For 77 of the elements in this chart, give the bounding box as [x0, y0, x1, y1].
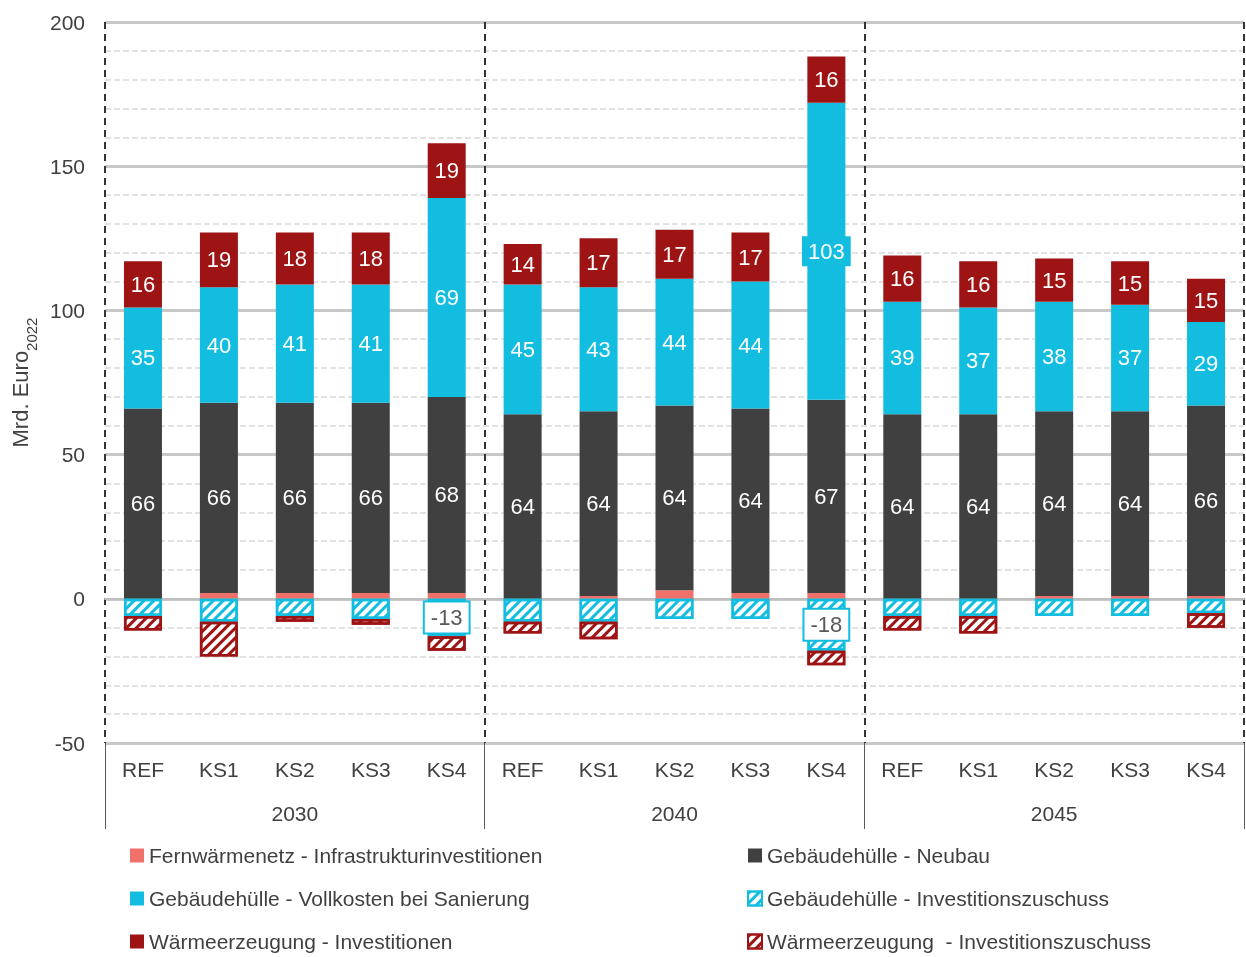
x-tick-label: REF [881, 758, 924, 781]
data-label: 16 [130, 271, 156, 297]
x-tick-label: KS4 [426, 758, 467, 781]
legend-label: Gebäudehülle - Vollkosten bei Sanierung [149, 887, 530, 910]
x-tick-label: KS3 [350, 758, 391, 781]
x-tick-label: REF [501, 758, 544, 781]
text: 2040 [651, 802, 698, 825]
data-label: -18 [810, 612, 843, 638]
data-label: 35 [130, 345, 156, 371]
data-label: 16 [965, 271, 991, 297]
data-label: 41 [282, 331, 308, 357]
data-label: 29 [1193, 351, 1219, 377]
data-label: 38 [1041, 344, 1067, 370]
data-label: 64 [1041, 491, 1067, 517]
data-label: 15 [1193, 287, 1219, 313]
x-tick-label: REF [121, 758, 164, 781]
data-label: 15 [1117, 270, 1143, 296]
x-tick-label: KS1 [199, 758, 239, 781]
data-label: 64 [586, 491, 611, 517]
x-tick-label: KS2 [1034, 758, 1075, 781]
x-tick-label: KS2 [274, 758, 315, 781]
data-label: 44 [738, 332, 763, 358]
data-label: 64 [1117, 491, 1143, 517]
data-label: 16 [814, 67, 839, 93]
y-tick-label: 150 [49, 154, 85, 178]
data-label: 66 [1193, 488, 1219, 514]
data-label: 66 [282, 485, 308, 511]
data-label: 41 [358, 331, 384, 357]
data-label: 14 [510, 251, 535, 277]
data-label: 16 [890, 266, 915, 292]
x-tick-label: KS4 [1186, 758, 1227, 781]
data-label: 64 [738, 488, 763, 514]
data-label: 19 [434, 158, 459, 184]
data-label: 66 [206, 485, 232, 511]
data-label: 37 [1117, 345, 1143, 371]
data-label: 40 [206, 332, 232, 358]
x-tick-label: KS3 [730, 758, 771, 781]
data-label: 64 [965, 494, 991, 520]
data-label: 69 [434, 284, 459, 310]
data-label: 66 [130, 491, 156, 517]
data-label: 15 [1041, 267, 1067, 293]
data-label: 17 [662, 241, 687, 267]
data-label: 64 [510, 494, 535, 520]
legend-label: Wärmeerzeugung - Investitionszuschuss [767, 930, 1151, 953]
data-label: 103 [808, 238, 845, 264]
data-label: 37 [965, 348, 991, 374]
data-label: 67 [814, 483, 839, 509]
data-label: 45 [510, 336, 535, 362]
y-tick-label: 200 [49, 10, 85, 34]
data-label: 64 [890, 494, 915, 520]
legend-label: Gebäudehülle - Investitionszuschuss [767, 887, 1110, 910]
data-label: 18 [358, 245, 384, 271]
y-tick-label: 100 [49, 298, 85, 322]
text: 2030 [271, 802, 319, 825]
data-label: 43 [586, 336, 611, 362]
y-tick-label: 0 [73, 587, 85, 611]
x-tick-label: KS1 [578, 758, 619, 781]
text: 2045 [1030, 802, 1078, 825]
data-label: 68 [434, 482, 459, 508]
y-tick-label: 50 [61, 443, 85, 467]
legend-label: Wärmeerzeugung - Investitionen [149, 930, 453, 953]
legend-label: Fernwärmenetz - Infrastrukturinvestitionen [149, 844, 543, 867]
data-label: 17 [738, 244, 763, 270]
data-label: 39 [890, 345, 915, 371]
x-tick-label: KS2 [654, 758, 695, 781]
data-label: 17 [586, 250, 611, 276]
x-tick-label: KS3 [1110, 758, 1150, 781]
data-label: 66 [358, 485, 384, 511]
y-tick-label: -50 [54, 731, 85, 755]
y-axis-title: Mrd. Euro2022 [7, 317, 41, 448]
data-label: 19 [206, 247, 232, 273]
data-label: 64 [662, 485, 687, 511]
legend-label: Gebäudehülle - Neubau [767, 844, 991, 867]
x-tick-label: KS4 [806, 758, 847, 781]
data-label: 44 [662, 329, 687, 355]
x-tick-label: KS1 [958, 758, 999, 781]
data-label: 18 [282, 245, 308, 271]
